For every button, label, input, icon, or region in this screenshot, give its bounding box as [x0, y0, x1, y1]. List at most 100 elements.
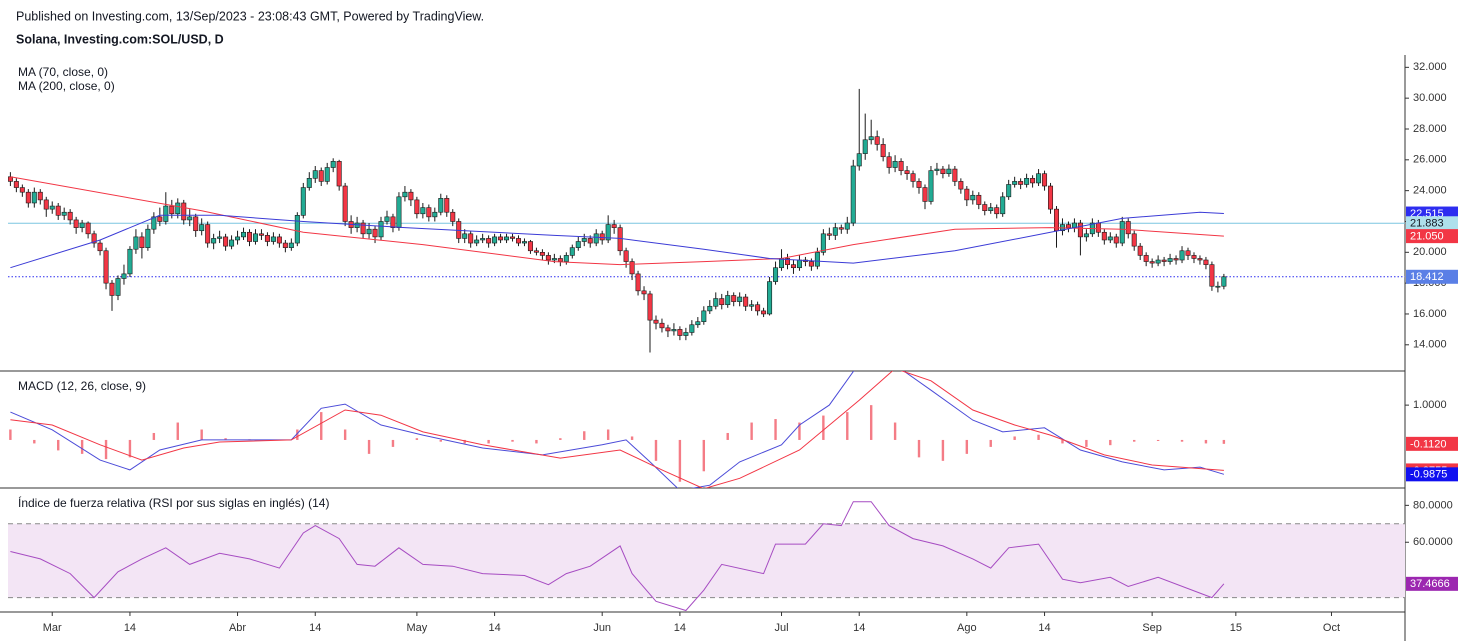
legend-label: MA (70, close, 0) [18, 65, 108, 79]
candle-body [408, 191, 414, 201]
candle-body [151, 216, 157, 230]
candle-body [575, 241, 581, 248]
candle-body [940, 168, 946, 174]
candle-body [910, 173, 916, 182]
candle-body [916, 181, 922, 188]
macd-histogram-bar [774, 419, 777, 440]
macd-histogram-bar [869, 405, 873, 440]
macd-histogram-bar [654, 439, 658, 461]
candle-body [462, 233, 468, 239]
price-label-box [1406, 576, 1458, 591]
candle-body [551, 258, 557, 261]
x-tick-label: 14 [674, 622, 686, 634]
macd-histogram-bar [367, 439, 371, 454]
candle-body [145, 228, 151, 248]
candle-body [1173, 258, 1179, 261]
macd-histogram-bar [33, 439, 36, 444]
macd-histogram-bar [152, 432, 156, 440]
candle-body [671, 329, 677, 332]
x-tick-label: Ago [957, 622, 977, 634]
candle-body [318, 170, 324, 182]
macd-histogram-bar [630, 436, 634, 440]
candle-body [1179, 250, 1185, 261]
candle-body [486, 238, 492, 244]
candle-body [1030, 178, 1036, 184]
macd-histogram-bar [846, 412, 849, 440]
macd-histogram-bar [1133, 439, 1136, 442]
candle-body [402, 191, 408, 198]
macd-histogram-bar [320, 412, 323, 440]
macd-histogram-bar [487, 439, 490, 444]
macd-histogram-bar [439, 439, 442, 442]
candle-body [258, 233, 264, 236]
candle-body [73, 219, 79, 228]
candle-body [211, 238, 217, 244]
y-tick-label: 28.000 [1413, 123, 1447, 135]
candle-body [121, 273, 127, 279]
candle-body [193, 216, 199, 232]
candle-body [1006, 184, 1012, 198]
candle-body [1107, 236, 1113, 241]
candle-body [13, 181, 19, 188]
macd-histogram-bar [343, 429, 347, 440]
candle-body [1185, 250, 1191, 256]
candle-body [731, 295, 737, 302]
candle-body [61, 211, 67, 216]
candle-body [1215, 285, 1221, 288]
candle-body [1131, 233, 1137, 247]
candle-body [707, 305, 713, 312]
macd-histogram-bar [798, 422, 801, 440]
y-tick-label: 1.0000 [1413, 399, 1447, 411]
candle-body [426, 207, 432, 218]
candle-body [743, 296, 749, 307]
candle-body [701, 310, 707, 322]
candle-body [169, 205, 175, 215]
macd-histogram-bar [511, 439, 514, 442]
indicator-line [10, 211, 1224, 269]
candle-body [384, 216, 390, 222]
macd-histogram-bar [1204, 439, 1208, 444]
candle-body [133, 236, 139, 250]
candle-body [444, 198, 450, 213]
y-tick-label: 30.000 [1413, 92, 1447, 104]
candle-body [372, 228, 378, 238]
candle-body [450, 211, 456, 222]
candle-body [1203, 259, 1209, 265]
price-label-box [1406, 467, 1458, 482]
macd-histogram-bar [224, 438, 227, 440]
candle-body [25, 191, 31, 204]
candle-body [784, 258, 790, 265]
candle-body [91, 233, 97, 244]
candle-body [282, 242, 288, 248]
price-label: 21.050 [1410, 231, 1444, 243]
candle-body [175, 202, 181, 215]
candle-body [982, 204, 988, 211]
macd-histogram-bar [1180, 439, 1184, 442]
candle-body [1024, 178, 1030, 185]
macd-histogram-bar [606, 429, 610, 440]
pane-plot [9, 371, 1226, 488]
candle-body [37, 191, 43, 201]
candle-body [127, 248, 133, 275]
candle-body [970, 194, 976, 201]
candle-body [306, 178, 312, 188]
candle-body [49, 205, 55, 210]
candle-body [581, 238, 587, 242]
candle-body [635, 273, 641, 292]
macd-histogram-bar [559, 438, 562, 440]
candle-body [689, 324, 695, 333]
candle-body [1077, 222, 1083, 238]
pane-plot [8, 88, 1405, 353]
indicator-line [10, 176, 1224, 266]
candle-body [767, 281, 773, 315]
candle-body [330, 161, 336, 168]
candle-body [844, 222, 850, 230]
candle-body [611, 224, 617, 228]
candle-body [850, 165, 856, 224]
candle-body [749, 304, 755, 307]
candle-body [480, 238, 486, 241]
price-label-box [1406, 216, 1458, 231]
candle-body [342, 185, 348, 222]
candle-body [504, 236, 510, 241]
